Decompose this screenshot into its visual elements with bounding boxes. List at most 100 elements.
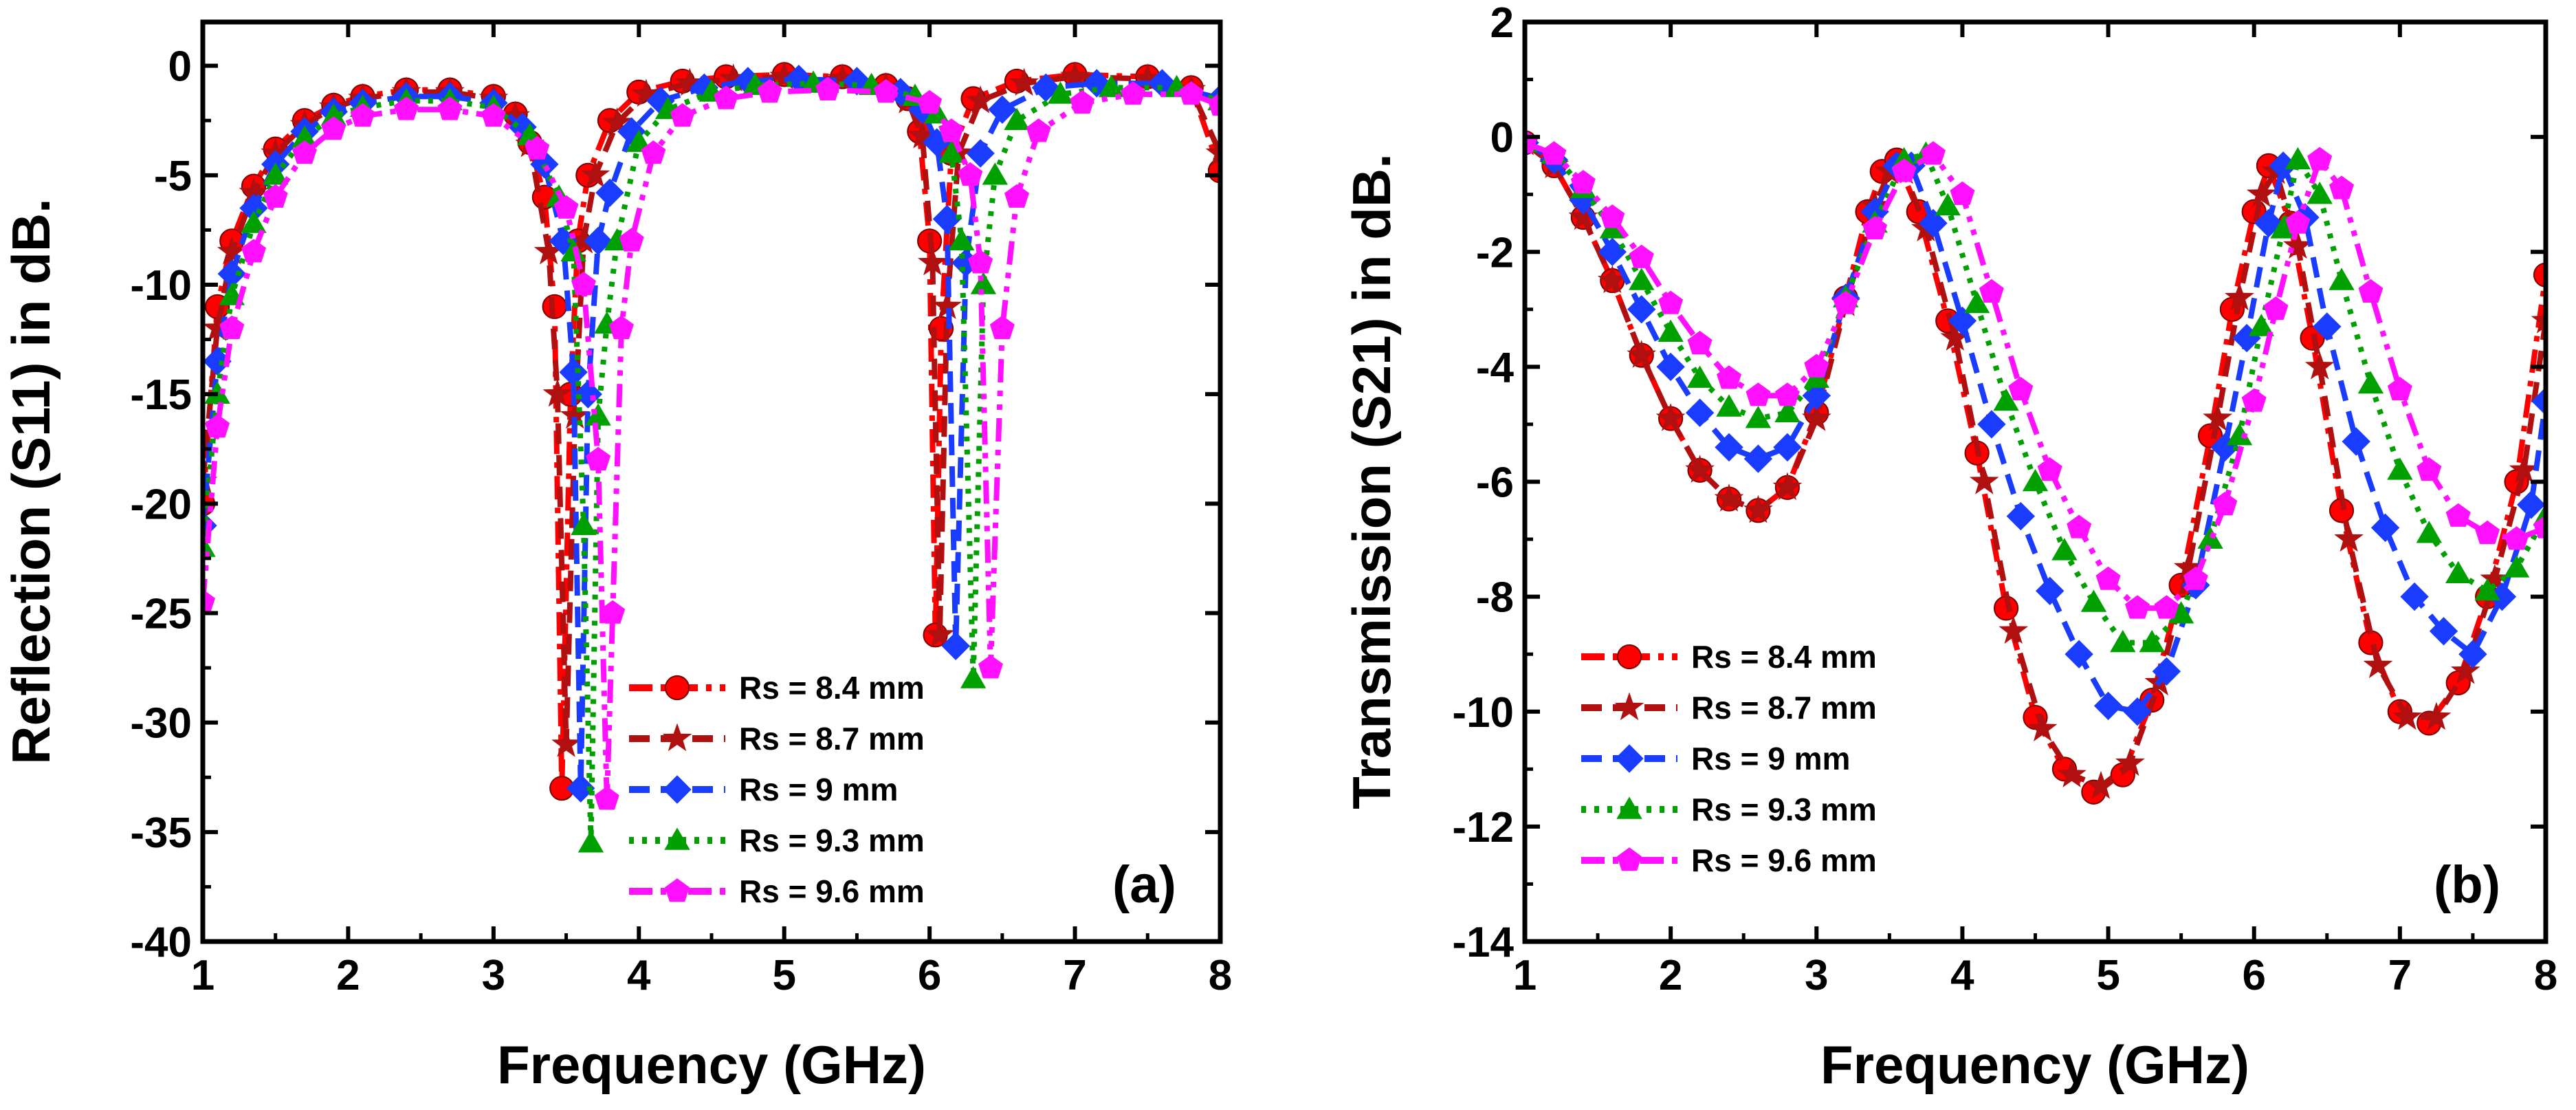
data-point xyxy=(241,239,266,263)
data-point xyxy=(320,103,346,126)
data-point xyxy=(2022,468,2049,492)
data-point xyxy=(2168,601,2194,624)
data-point xyxy=(263,162,289,185)
data-point xyxy=(1999,616,2029,644)
y-tick-label: -10 xyxy=(1452,689,1514,737)
data-point xyxy=(970,272,997,294)
legend-marker xyxy=(1617,847,1642,871)
data-point xyxy=(586,446,611,470)
legend-label: Rs = 8.4 mm xyxy=(1691,639,1877,675)
data-point xyxy=(1031,73,1060,102)
data-point xyxy=(542,378,573,407)
data-point xyxy=(2400,582,2429,611)
data-point xyxy=(560,400,590,429)
data-point xyxy=(1950,181,1975,205)
data-point xyxy=(714,85,739,109)
data-point xyxy=(960,666,987,688)
data-point xyxy=(239,177,269,206)
series-pentagon xyxy=(201,76,1222,810)
data-point xyxy=(2270,216,2296,239)
data-point xyxy=(2139,629,2165,653)
data-point xyxy=(291,125,318,148)
data-point xyxy=(1772,472,1803,501)
panel-a-xlabel: Frequency (GHz) xyxy=(497,1034,926,1095)
data-point xyxy=(917,89,943,114)
data-point xyxy=(569,225,599,254)
panel-a-curves xyxy=(201,61,1222,853)
data-point xyxy=(1098,74,1125,98)
legend-item: Rs = 9.3 mm xyxy=(1581,792,1877,827)
data-point xyxy=(394,96,419,120)
data-point xyxy=(718,63,749,91)
data-point xyxy=(1600,204,1625,228)
data-point xyxy=(2285,146,2311,170)
data-point xyxy=(549,226,577,255)
series-line xyxy=(201,87,1222,803)
data-point xyxy=(573,380,602,409)
data-point xyxy=(2307,182,2333,204)
data-point xyxy=(941,631,970,660)
data-point xyxy=(2387,376,2412,401)
data-point xyxy=(925,619,955,648)
data-point xyxy=(571,512,597,535)
data-point xyxy=(2152,657,2181,686)
data-point xyxy=(769,61,800,89)
data-point xyxy=(2123,697,2152,726)
data-point xyxy=(617,117,646,146)
panel-b: 1 2 3 4 5 6 7 8 2 0 -2 -4 -6 -8 -10 -12 -14 Frequency (G… xyxy=(1341,0,2557,1095)
data-point xyxy=(584,226,613,255)
data-point xyxy=(608,315,634,339)
legend-marker xyxy=(1615,744,1644,773)
data-point xyxy=(2329,268,2355,290)
x-tick-label: 5 xyxy=(772,952,795,999)
legend-item: Rs = 9.6 mm xyxy=(1581,842,1877,878)
panel-b-axes: 1 2 3 4 5 6 7 8 2 0 -2 -4 -6 -8 -10 -12 -14 xyxy=(1452,0,2557,999)
data-point xyxy=(1026,118,1051,142)
data-point xyxy=(1656,352,1685,382)
y-tick-label: -8 xyxy=(1476,574,1514,622)
legend-item: Rs = 8.7 mm xyxy=(1581,690,1877,726)
data-point xyxy=(2173,552,2203,580)
series-line xyxy=(201,74,1222,748)
data-point xyxy=(988,95,1017,124)
data-point xyxy=(594,786,619,810)
data-point xyxy=(1993,388,2019,411)
data-point xyxy=(559,358,588,387)
y-tick-label: 2 xyxy=(1490,0,1514,47)
data-point xyxy=(1891,158,1917,182)
legend-marker xyxy=(1616,644,1642,670)
data-point xyxy=(2285,210,2311,234)
data-point xyxy=(2095,566,2121,590)
data-point xyxy=(2212,492,2238,516)
legend-item: Rs = 8.4 mm xyxy=(629,670,925,706)
data-point xyxy=(2329,175,2354,199)
data-point xyxy=(965,85,995,113)
y-tick-label: -4 xyxy=(1476,344,1515,391)
data-point xyxy=(1686,365,1713,388)
panel-b-ylabel: Transmission (S21) in dB. xyxy=(1341,153,1402,809)
data-point xyxy=(1541,141,1567,165)
data-point xyxy=(2421,701,2452,730)
data-point xyxy=(217,236,247,265)
y-tick-label: -10 xyxy=(130,262,192,309)
x-tick-label: 7 xyxy=(2388,952,2412,999)
data-point xyxy=(873,79,899,103)
data-point xyxy=(1948,306,1977,336)
series-line xyxy=(1523,140,2548,790)
x-tick-label: 6 xyxy=(918,952,941,999)
data-point xyxy=(815,76,841,100)
data-point xyxy=(978,655,1003,679)
data-point xyxy=(551,729,581,757)
x-tick-label: 6 xyxy=(2242,952,2265,999)
data-point xyxy=(1627,295,1656,324)
data-point xyxy=(923,128,951,157)
panel-a-legend: Rs = 8.4 mm Rs = 8.7 mm Rs = 9 mm Rs = 9.3 … xyxy=(629,670,925,909)
x-tick-label: 1 xyxy=(1513,952,1537,999)
data-point xyxy=(827,63,857,91)
data-point xyxy=(1070,89,1095,114)
x-tick-label: 3 xyxy=(1805,952,1828,999)
data-point xyxy=(1716,394,1742,417)
data-point xyxy=(553,195,579,219)
data-point xyxy=(2509,455,2539,483)
panel-b-label: (b) xyxy=(2434,856,2500,914)
